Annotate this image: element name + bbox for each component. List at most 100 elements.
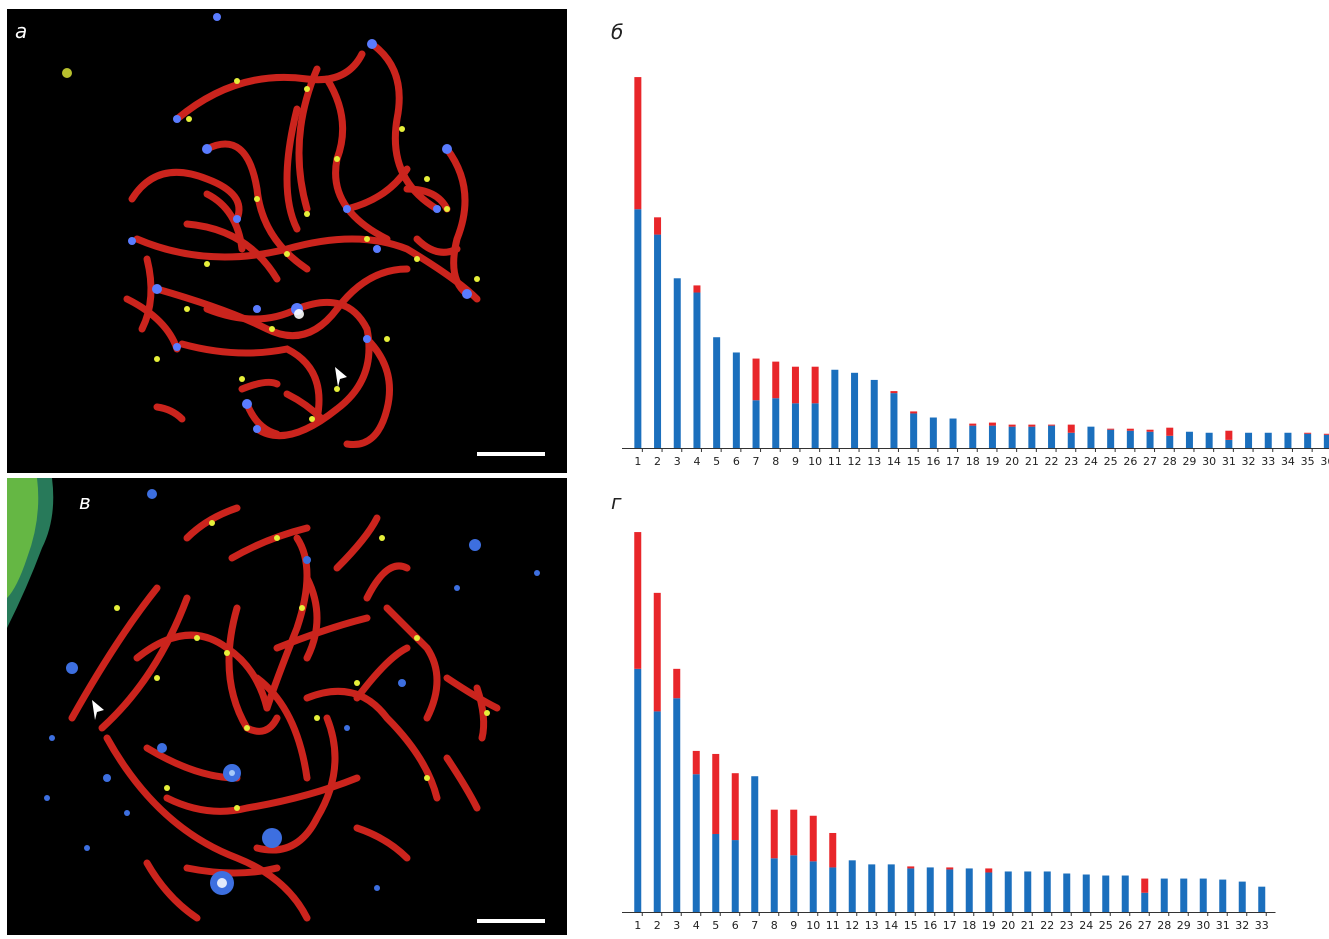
bar-blue-12 bbox=[848, 860, 856, 912]
x-tick-label-28: 28 bbox=[1157, 919, 1171, 932]
x-tick-label-32: 32 bbox=[1235, 919, 1249, 932]
bar-blue-17 bbox=[949, 418, 957, 448]
x-tick-label-11: 11 bbox=[828, 455, 842, 468]
bar-blue-30 bbox=[1205, 432, 1213, 448]
bar-blue-15 bbox=[907, 868, 915, 912]
bar-blue-29 bbox=[1180, 878, 1188, 912]
bar-red-9 bbox=[791, 366, 799, 404]
bar-blue-23 bbox=[1067, 432, 1075, 448]
bar-blue-28 bbox=[1166, 435, 1174, 448]
x-tick-label-18: 18 bbox=[962, 919, 976, 932]
bar-red-27 bbox=[1141, 878, 1149, 893]
x-tick-label-34: 34 bbox=[1281, 455, 1295, 468]
bar-blue-22 bbox=[1048, 425, 1056, 448]
bar-red-4 bbox=[692, 750, 700, 775]
x-tick-label-29: 29 bbox=[1177, 919, 1191, 932]
bar-blue-7 bbox=[752, 400, 760, 448]
x-tick-label-5: 5 bbox=[713, 455, 720, 468]
x-tick-label-19: 19 bbox=[985, 455, 999, 468]
x-tick-label-17: 17 bbox=[943, 919, 957, 932]
bar-blue-16 bbox=[929, 417, 937, 448]
x-tick-label-19: 19 bbox=[982, 919, 996, 932]
x-tick-label-9: 9 bbox=[792, 455, 799, 468]
bar-chart-g: 1 2 3 4 5 6 7 8 9 10 11 12 13 14 15 16 17 18 19 20 21 22 23 24 2… bbox=[620, 520, 1329, 935]
bar-blue-9 bbox=[791, 403, 799, 448]
bar-blue-7 bbox=[751, 776, 759, 912]
x-tick-label-33: 33 bbox=[1255, 919, 1269, 932]
bar-blue-24 bbox=[1087, 426, 1095, 448]
bar-red-22 bbox=[1048, 424, 1056, 426]
bar-blue-17 bbox=[946, 869, 954, 912]
bar-red-15 bbox=[910, 411, 918, 414]
bar-blue-4 bbox=[692, 774, 700, 912]
scale-bar bbox=[477, 452, 545, 456]
bar-red-2 bbox=[653, 592, 661, 712]
bar-blue-12 bbox=[851, 372, 859, 448]
bar-blue-13 bbox=[868, 864, 876, 912]
bar-red-10 bbox=[811, 366, 819, 404]
bar-blue-5 bbox=[712, 833, 720, 912]
bar-red-3 bbox=[673, 668, 681, 699]
x-tick-label-31: 31 bbox=[1222, 455, 1236, 468]
bar-red-18 bbox=[969, 423, 977, 426]
bar-blue-27 bbox=[1146, 431, 1154, 448]
bar-blue-11 bbox=[829, 867, 837, 912]
x-tick-label-31: 31 bbox=[1216, 919, 1230, 932]
x-tick-label-6: 6 bbox=[732, 919, 739, 932]
x-tick-label-30: 30 bbox=[1202, 455, 1216, 468]
bar-red-1 bbox=[634, 77, 642, 210]
x-tick-label-3: 3 bbox=[673, 919, 680, 932]
bar-blue-11 bbox=[831, 369, 839, 448]
x-tick-label-16: 16 bbox=[926, 455, 940, 468]
bar-blue-18 bbox=[965, 868, 973, 912]
bar-blue-33 bbox=[1264, 432, 1272, 448]
bar-red-8 bbox=[772, 361, 780, 399]
bar-blue-33 bbox=[1258, 886, 1266, 912]
x-tick-label-15: 15 bbox=[904, 919, 918, 932]
x-tick-label-5: 5 bbox=[712, 919, 719, 932]
bar-red-14 bbox=[890, 391, 898, 394]
bar-blue-8 bbox=[770, 858, 778, 912]
bar-chart-b-svg: 1 2 3 4 5 6 7 8 9 10 11 12 13 14 15 16 17 18 19 20 21 22 23 24 2… bbox=[622, 77, 1329, 468]
scale-bar bbox=[477, 919, 545, 923]
panel-label-v: в bbox=[79, 490, 91, 514]
bar-blue-22 bbox=[1043, 871, 1051, 912]
x-tick-label-27: 27 bbox=[1143, 455, 1157, 468]
bar-red-19 bbox=[988, 422, 996, 426]
bar-blue-1 bbox=[634, 209, 642, 448]
bar-red-36 bbox=[1323, 433, 1329, 435]
bar-red-4 bbox=[693, 285, 701, 293]
bar-blue-35 bbox=[1304, 433, 1312, 448]
bar-red-1 bbox=[634, 532, 642, 669]
x-tick-label-14: 14 bbox=[884, 919, 898, 932]
x-tick-label-13: 13 bbox=[865, 919, 879, 932]
bar-blue-31 bbox=[1219, 879, 1227, 912]
bar-red-7 bbox=[752, 358, 760, 401]
x-tick-label-18: 18 bbox=[966, 455, 980, 468]
bar-red-9 bbox=[790, 809, 798, 856]
bar-blue-21 bbox=[1028, 426, 1036, 448]
x-tick-label-26: 26 bbox=[1123, 455, 1137, 468]
x-tick-label-20: 20 bbox=[1005, 455, 1019, 468]
bar-blue-14 bbox=[890, 393, 898, 448]
x-tick-label-23: 23 bbox=[1064, 455, 1078, 468]
bar-red-2 bbox=[654, 217, 662, 235]
x-tick-label-30: 30 bbox=[1196, 919, 1210, 932]
bar-blue-1 bbox=[634, 668, 642, 912]
x-tick-label-22: 22 bbox=[1045, 455, 1059, 468]
bar-blue-2 bbox=[654, 234, 662, 448]
bar-blue-20 bbox=[1004, 871, 1012, 912]
x-tick-label-1: 1 bbox=[634, 919, 641, 932]
x-tick-label-7: 7 bbox=[753, 455, 760, 468]
bar-blue-18 bbox=[969, 425, 977, 448]
x-tick-label-35: 35 bbox=[1301, 455, 1315, 468]
x-tick-label-4: 4 bbox=[693, 455, 700, 468]
bar-blue-8 bbox=[772, 398, 780, 448]
x-tick-label-32: 32 bbox=[1242, 455, 1256, 468]
x-tick-label-15: 15 bbox=[907, 455, 921, 468]
x-tick-label-21: 21 bbox=[1025, 455, 1039, 468]
bar-blue-31 bbox=[1225, 439, 1233, 448]
x-tick-label-2: 2 bbox=[654, 455, 661, 468]
bar-red-28 bbox=[1166, 427, 1174, 436]
bar-blue-21 bbox=[1024, 871, 1032, 912]
